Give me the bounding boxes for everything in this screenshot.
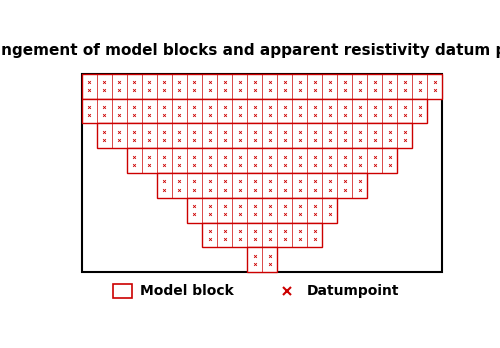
Bar	[247, 247, 277, 272]
Bar	[97, 124, 412, 148]
Bar	[202, 223, 322, 247]
Bar	[82, 74, 442, 272]
Text: Model block: Model block	[140, 284, 234, 298]
Bar	[82, 99, 427, 124]
Bar	[127, 148, 397, 173]
Text: Datumpoint: Datumpoint	[306, 284, 399, 298]
Bar	[157, 173, 367, 198]
Bar	[82, 74, 442, 99]
Bar	[113, 284, 132, 298]
Bar	[187, 198, 337, 223]
Text: Arrangement of model blocks and apparent resistivity datum points: Arrangement of model blocks and apparent…	[0, 43, 500, 58]
